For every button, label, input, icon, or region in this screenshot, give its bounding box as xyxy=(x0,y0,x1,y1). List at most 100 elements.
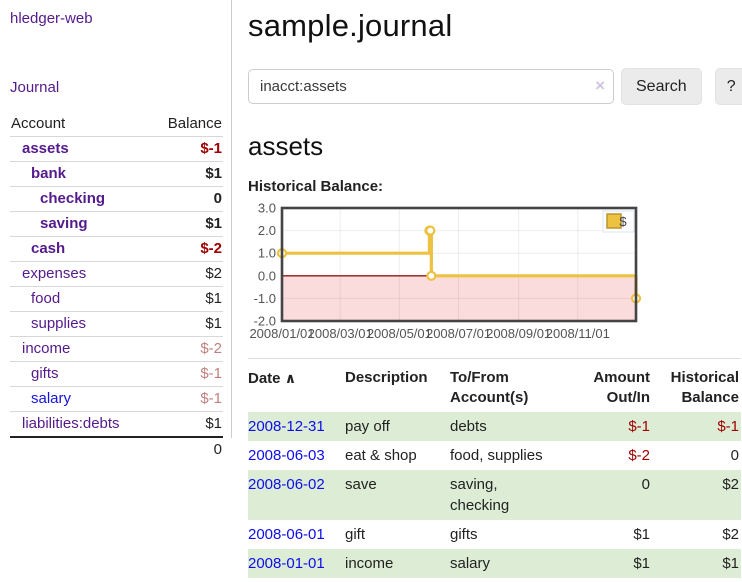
register-amount: 0 xyxy=(641,476,650,493)
sidebar-account-expenses[interactable]: expenses xyxy=(22,265,87,282)
svg-text:2008/01/01: 2008/01/01 xyxy=(249,326,314,341)
register-row: 2008-06-03 eat & shop food, supplies $-2… xyxy=(248,441,741,470)
account-row: income $-2 xyxy=(10,336,223,362)
register-accounts: saving, checking xyxy=(450,476,510,514)
svg-text:2008/05/01: 2008/05/01 xyxy=(367,326,432,341)
register-accounts: salary xyxy=(450,555,491,572)
register-header-amount: Amount Out/In xyxy=(593,369,650,406)
account-balance: $1 xyxy=(151,211,223,237)
account-row: bank $1 xyxy=(10,161,223,187)
register-description: income xyxy=(345,555,394,572)
search-input[interactable] xyxy=(248,69,614,104)
search-button[interactable]: Search xyxy=(621,68,702,105)
account-balance: $-1 xyxy=(151,136,223,162)
register-description: pay off xyxy=(345,418,390,435)
account-column-header: Account xyxy=(10,112,152,137)
register-row: 2008-06-01 gift gifts $1 $2 xyxy=(248,520,741,549)
accounts-total-row: 0 xyxy=(10,436,223,462)
brand-link[interactable]: hledger-web xyxy=(10,10,93,27)
register-row: 2008-06-02 save saving, checking 0 $2 xyxy=(248,470,741,520)
register-accounts: food, supplies xyxy=(450,447,543,464)
account-balance: $1 xyxy=(151,286,223,312)
register-row: 2008-12-31 pay off debts $-1 $-1 xyxy=(248,412,741,441)
sidebar-account-salary[interactable]: salary xyxy=(31,390,72,407)
svg-text:2008/11/01: 2008/11/01 xyxy=(546,326,610,341)
register-date-link[interactable]: 2008-01-01 xyxy=(248,555,325,572)
sidebar-account-food[interactable]: food xyxy=(31,290,61,307)
sidebar-account-supplies[interactable]: supplies xyxy=(31,315,87,332)
account-row: liabilities:debts $1 xyxy=(10,411,223,438)
sidebar-account-cash[interactable]: cash xyxy=(31,240,66,257)
svg-text:3.0: 3.0 xyxy=(258,201,276,216)
account-row: assets $-1 xyxy=(10,136,223,162)
svg-text:-1.0: -1.0 xyxy=(254,291,276,306)
account-balance: $-2 xyxy=(151,336,223,362)
sidebar-account-liabilities-debts[interactable]: liabilities:debts xyxy=(22,415,120,432)
register-description: eat & shop xyxy=(345,447,417,464)
sidebar-account-assets[interactable]: assets xyxy=(22,140,69,157)
svg-text:2008/07/01: 2008/07/01 xyxy=(426,326,491,341)
sidebar-account-income[interactable]: income xyxy=(22,340,71,357)
balance-chart-svg: $3.0 2.0 1.0 0.0 -1.0 -2.02008/01/012008/03/0… xyxy=(249,201,642,341)
register-amount: $1 xyxy=(633,526,650,543)
accounts-total-value: 0 xyxy=(151,436,223,462)
register-accounts: debts xyxy=(450,418,487,435)
register-row: 2008-01-01 income salary $1 $1 xyxy=(248,549,741,578)
svg-text:2.0: 2.0 xyxy=(258,223,276,238)
svg-text:2008/09/01: 2008/09/01 xyxy=(486,326,551,341)
account-balance: 0 xyxy=(151,186,223,212)
register-header-balance: Historical Balance xyxy=(670,369,739,406)
register-header-date[interactable]: Date ∧ xyxy=(248,370,297,387)
register-table: Date ∧ Description To/From Account(s) Am… xyxy=(248,358,741,578)
sort-ascending-icon: ∧ xyxy=(284,370,297,386)
main-content: sample.journal × Search ? assets Histori… xyxy=(232,0,742,578)
sidebar-account-gifts[interactable]: gifts xyxy=(31,365,59,382)
account-balance: $-1 xyxy=(151,386,223,412)
sidebar-item-journal[interactable]: Journal xyxy=(10,79,60,96)
register-description: gift xyxy=(345,526,366,543)
account-row: salary $-1 xyxy=(10,386,223,412)
search-bar: × Search ? xyxy=(248,68,742,105)
svg-text:-2.0: -2.0 xyxy=(254,314,276,329)
sidebar-account-checking[interactable]: checking xyxy=(40,190,106,207)
account-balance: $2 xyxy=(151,261,223,287)
account-row: food $1 xyxy=(10,286,223,312)
account-row: supplies $1 xyxy=(10,311,223,337)
register-date-link[interactable]: 2008-12-31 xyxy=(248,418,325,435)
accounts-table: Account Balance assets $-1 bank $1 check… xyxy=(10,112,223,462)
sidebar-account-saving[interactable]: saving xyxy=(40,215,88,232)
register-date-link[interactable]: 2008-06-03 xyxy=(248,447,325,464)
svg-text:0.0: 0.0 xyxy=(258,268,276,283)
register-balance: $1 xyxy=(722,555,739,572)
register-balance: $2 xyxy=(722,526,739,543)
help-button[interactable]: ? xyxy=(714,68,742,105)
account-row: checking 0 xyxy=(10,186,223,212)
account-row: gifts $-1 xyxy=(10,361,223,387)
svg-text:$: $ xyxy=(619,214,627,229)
register-header-accounts: To/From Account(s) xyxy=(450,369,529,406)
register-date-link[interactable]: 2008-06-02 xyxy=(248,476,325,493)
account-balance: $1 xyxy=(151,311,223,337)
historical-balance-chart: $3.0 2.0 1.0 0.0 -1.0 -2.0 2008/01/01 2008/03/0… xyxy=(248,201,698,346)
clear-search-icon[interactable]: × xyxy=(595,76,605,95)
register-date-link[interactable]: 2008-06-01 xyxy=(248,526,325,543)
svg-text:2008/03/01: 2008/03/01 xyxy=(308,326,373,341)
chart-title: Historical Balance: xyxy=(248,178,384,195)
register-header-row: Date ∧ Description To/From Account(s) Am… xyxy=(248,359,741,413)
register-accounts: gifts xyxy=(450,526,478,543)
svg-text:1.0: 1.0 xyxy=(258,246,276,261)
account-balance: $1 xyxy=(151,411,223,438)
account-balance: $-1 xyxy=(151,361,223,387)
register-balance: $2 xyxy=(722,476,739,493)
register-header-description: Description xyxy=(345,369,428,386)
page-title: sample.journal xyxy=(248,8,453,43)
register-amount: $-2 xyxy=(628,447,650,464)
account-row: cash $-2 xyxy=(10,236,223,262)
register-description: save xyxy=(345,476,377,493)
account-balance: $-2 xyxy=(151,236,223,262)
account-balance: $1 xyxy=(151,161,223,187)
balance-column-header: Balance xyxy=(151,112,223,137)
register-amount: $-1 xyxy=(628,418,650,435)
sidebar-account-bank[interactable]: bank xyxy=(31,165,67,182)
